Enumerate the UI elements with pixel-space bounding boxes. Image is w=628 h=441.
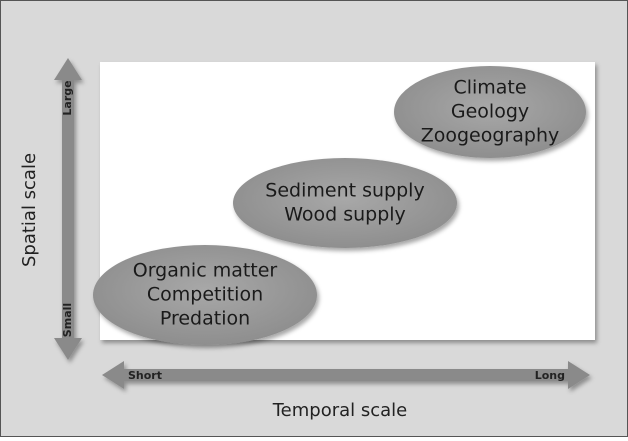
x-arrow — [102, 361, 590, 389]
x-low-label: Short — [128, 369, 162, 382]
node-ellipse — [233, 158, 457, 248]
node-label: Zoogeography — [421, 125, 560, 147]
y-arrow — [54, 58, 82, 360]
node-label: Wood supply — [284, 204, 406, 226]
node-label: Geology — [451, 101, 529, 123]
x-high-label: Long — [535, 369, 565, 382]
node-label: Sediment supply — [265, 180, 424, 202]
y-low-label: Small — [61, 303, 74, 337]
node-label: Climate — [453, 77, 526, 99]
y-axis-title: Spatial scale — [19, 153, 40, 267]
node-ellipse — [93, 245, 317, 345]
y-high-label: Large — [61, 80, 74, 115]
node-label: Organic matter — [133, 260, 278, 282]
node-ellipse — [394, 66, 586, 158]
x-axis-title: Temporal scale — [272, 400, 408, 421]
node-label: Competition — [147, 284, 263, 306]
node-label: Predation — [160, 308, 250, 330]
